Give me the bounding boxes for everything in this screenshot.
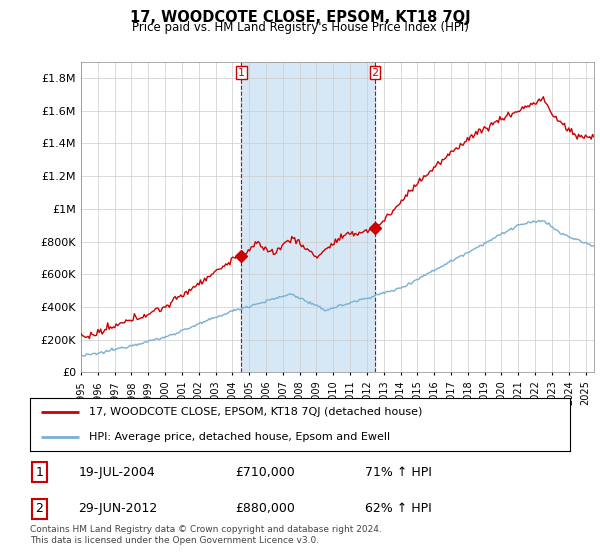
Text: 71% ↑ HPI: 71% ↑ HPI [365, 466, 431, 479]
Text: 2: 2 [371, 68, 379, 78]
Bar [241, 62, 375, 372]
Text: Price paid vs. HM Land Registry's House Price Index (HPI): Price paid vs. HM Land Registry's House … [131, 21, 469, 34]
Text: 1: 1 [35, 466, 43, 479]
Text: HPI: Average price, detached house, Epsom and Ewell: HPI: Average price, detached house, Epso… [89, 432, 391, 442]
Text: 17, WOODCOTE CLOSE, EPSOM, KT18 7QJ: 17, WOODCOTE CLOSE, EPSOM, KT18 7QJ [130, 10, 470, 25]
Text: 19-JUL-2004: 19-JUL-2004 [79, 466, 155, 479]
Text: 62% ↑ HPI: 62% ↑ HPI [365, 502, 431, 515]
Text: £880,000: £880,000 [235, 502, 295, 515]
Text: 17, WOODCOTE CLOSE, EPSOM, KT18 7QJ (detached house): 17, WOODCOTE CLOSE, EPSOM, KT18 7QJ (det… [89, 408, 423, 418]
Text: 29-JUN-2012: 29-JUN-2012 [79, 502, 158, 515]
Text: 1: 1 [238, 68, 245, 78]
Text: 2: 2 [35, 502, 43, 515]
Text: Contains HM Land Registry data © Crown copyright and database right 2024.
This d: Contains HM Land Registry data © Crown c… [30, 525, 382, 545]
Text: £710,000: £710,000 [235, 466, 295, 479]
